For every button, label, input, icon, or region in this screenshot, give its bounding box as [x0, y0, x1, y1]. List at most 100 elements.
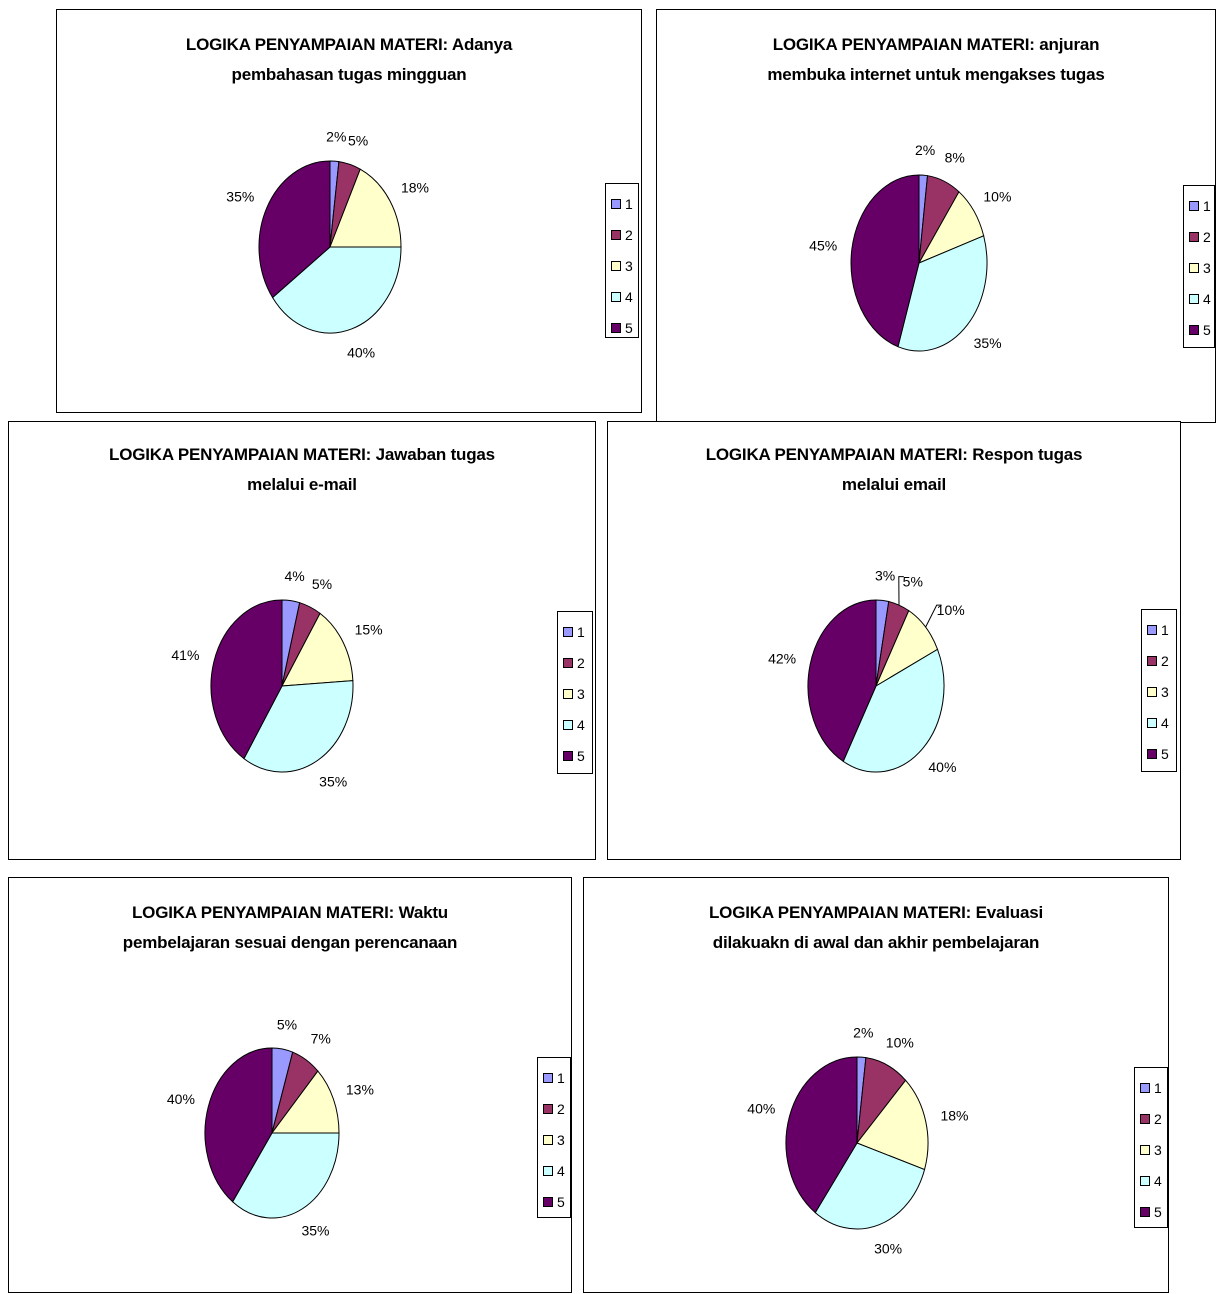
data-label-5: 35%: [226, 189, 254, 205]
legend-swatch: [611, 229, 621, 240]
legend-label: 1: [1203, 197, 1211, 214]
pie-slice-5: [258, 160, 331, 299]
legend: 1 2 3 4 5: [557, 611, 593, 774]
data-label-3: 10%: [937, 602, 965, 618]
legend-label: 2: [1161, 652, 1169, 669]
legend-swatch: [563, 626, 573, 637]
legend-item-4: 4: [611, 281, 635, 312]
data-label-4: 40%: [347, 345, 375, 361]
data-label-5: 40%: [747, 1101, 775, 1117]
data-label-4: 40%: [928, 759, 956, 775]
legend-swatch: [1189, 231, 1199, 242]
legend-item-1: 1: [611, 188, 635, 219]
leader-line: [925, 604, 942, 628]
legend-label: 1: [625, 195, 633, 212]
legend-label: 5: [625, 319, 633, 336]
pie-slice-5: [807, 599, 877, 763]
legend-swatch: [1147, 624, 1157, 635]
data-label-1: 2%: [915, 142, 935, 158]
pie-slice-3: [856, 1079, 929, 1171]
leader-line: [898, 576, 904, 606]
data-label-3: 10%: [983, 188, 1011, 204]
legend-swatch: [563, 750, 573, 761]
legend-item-2: 2: [1140, 1103, 1164, 1134]
data-label-1: 2%: [326, 128, 346, 144]
legend-item-5: 5: [1140, 1196, 1164, 1227]
chart-title: LOGIKA PENYAMPAIAN MATERI: Adanya pembaha…: [185, 35, 513, 84]
legend-label: 5: [577, 747, 585, 764]
legend-label: 3: [557, 1131, 565, 1148]
pie-slice-3: [271, 1070, 340, 1134]
legend-swatch: [543, 1134, 553, 1145]
data-label-1: 3%: [875, 568, 895, 584]
data-label-5: 45%: [809, 237, 837, 253]
legend-item-4: 4: [1189, 283, 1211, 314]
legend-label: 3: [1154, 1141, 1162, 1158]
data-label-1: 4%: [284, 568, 304, 584]
legend-item-1: 1: [1140, 1072, 1164, 1103]
legend-swatch: [543, 1072, 553, 1083]
pie-chart: 5% 7% 13% 35% 40%: [167, 1017, 374, 1239]
legend-label: 3: [577, 685, 585, 702]
data-label-3: 13%: [346, 1081, 374, 1097]
legend-label: 4: [577, 716, 585, 733]
legend-swatch: [543, 1165, 553, 1176]
chart-panel-4: LOGIKA PENYAMPAIAN MATERI: Respon tugas m…: [607, 421, 1181, 860]
legend-swatch: [1147, 748, 1157, 759]
legend-swatch: [1140, 1175, 1150, 1186]
data-label-4: 35%: [974, 335, 1002, 351]
legend: 1 2 3 4 5: [1134, 1067, 1168, 1228]
pie-slice-3: [329, 168, 402, 248]
legend-swatch: [611, 322, 621, 333]
pie-slice-4: [897, 235, 988, 352]
pie-chart: 4% 5% 15% 35% 41%: [171, 568, 382, 790]
legend: 1 2 3 4 5: [1183, 185, 1215, 348]
legend-item-1: 1: [1189, 190, 1211, 221]
pie-chart: 2% 8% 10% 35% 45%: [809, 142, 1011, 352]
legend-label: 4: [1203, 290, 1211, 307]
legend-item-4: 4: [563, 709, 589, 740]
legend-label: 5: [1161, 745, 1169, 762]
legend-item-5: 5: [1189, 314, 1211, 345]
legend-item-4: 4: [1147, 707, 1173, 738]
legend-label: 1: [1154, 1079, 1162, 1096]
legend-label: 3: [1203, 259, 1211, 276]
legend-label: 3: [625, 257, 633, 274]
data-label-3: 18%: [940, 1107, 968, 1123]
legend: 1 2 3 4 5: [537, 1057, 571, 1218]
legend-swatch: [563, 688, 573, 699]
legend-swatch: [563, 657, 573, 668]
data-label-5: 40%: [167, 1091, 195, 1107]
legend-item-3: 3: [1147, 676, 1173, 707]
legend-label: 2: [1154, 1110, 1162, 1127]
legend-swatch: [1140, 1144, 1150, 1155]
pie-slice-4: [842, 648, 945, 773]
legend-label: 5: [557, 1193, 565, 1210]
legend-label: 2: [1203, 228, 1211, 245]
legend-label: 4: [1154, 1172, 1162, 1189]
legend-label: 1: [577, 623, 585, 640]
chart-panel-6: LOGIKA PENYAMPAIAN MATERI: Evaluasi dilak…: [583, 877, 1169, 1293]
legend-item-3: 3: [611, 250, 635, 281]
legend-item-1: 1: [563, 616, 589, 647]
data-label-2: 10%: [886, 1035, 914, 1051]
legend-label: 3: [1161, 683, 1169, 700]
legend-swatch: [1189, 200, 1199, 211]
data-label-2: 5%: [903, 574, 923, 590]
legend-swatch: [543, 1196, 553, 1207]
legend-item-2: 2: [563, 647, 589, 678]
legend-label: 4: [557, 1162, 565, 1179]
chart-panel-1: LOGIKA PENYAMPAIAN MATERI: Adanya pembaha…: [56, 9, 642, 413]
pie-slice-4: [243, 680, 354, 773]
data-label-1: 2%: [853, 1024, 873, 1040]
chart-title: LOGIKA PENYAMPAIAN MATERI: Waktu pembelaj…: [122, 903, 458, 952]
legend-label: 5: [1203, 321, 1211, 338]
legend-label: 4: [625, 288, 633, 305]
legend-swatch: [611, 260, 621, 271]
data-label-4: 35%: [301, 1223, 329, 1239]
pie-slice-4: [814, 1142, 926, 1230]
legend-item-2: 2: [1147, 645, 1173, 676]
data-label-4: 30%: [874, 1241, 902, 1257]
chart-title: LOGIKA PENYAMPAIAN MATERI: anjuran membuk…: [767, 35, 1105, 84]
legend-swatch: [1189, 262, 1199, 273]
